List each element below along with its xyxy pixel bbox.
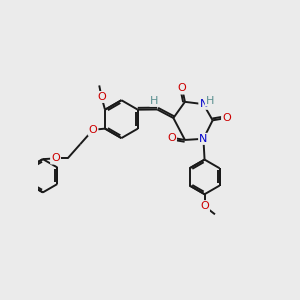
Text: N: N [199, 134, 208, 144]
Text: O: O [178, 83, 187, 93]
Text: H: H [150, 96, 159, 106]
Text: N: N [200, 99, 208, 109]
Text: O: O [167, 133, 176, 142]
Text: O: O [200, 201, 209, 211]
Text: N: N [199, 134, 208, 144]
Text: O: O [51, 153, 60, 164]
Text: H: H [206, 96, 214, 106]
Text: O: O [97, 92, 106, 102]
Text: H: H [150, 96, 159, 106]
Text: O: O [88, 125, 98, 135]
Text: O: O [167, 133, 176, 142]
Text: O: O [222, 113, 231, 123]
Text: N: N [200, 99, 208, 109]
Text: O: O [222, 113, 231, 123]
Text: O: O [97, 92, 106, 102]
Text: H: H [206, 96, 214, 106]
Text: O: O [51, 153, 60, 164]
Text: O: O [178, 83, 187, 93]
Text: O: O [88, 125, 98, 135]
Text: O: O [200, 201, 209, 211]
